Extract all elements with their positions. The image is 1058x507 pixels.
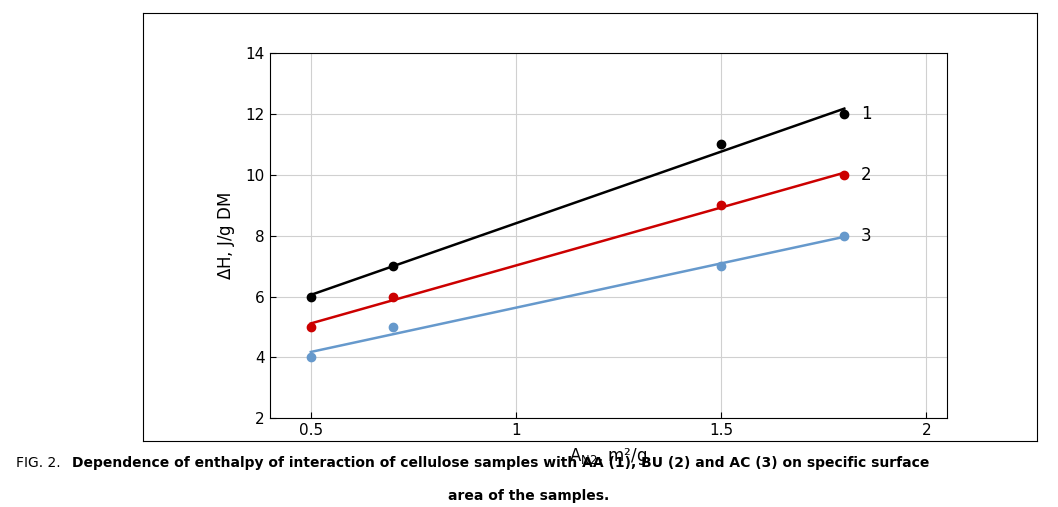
Text: area of the samples.: area of the samples. <box>449 489 609 503</box>
Text: FIG. 2.: FIG. 2. <box>16 456 65 470</box>
Text: Dependence of enthalpy of interaction of cellulose samples with AA (1), BU (2) a: Dependence of enthalpy of interaction of… <box>72 456 929 470</box>
Text: 2: 2 <box>861 166 872 184</box>
Text: 1: 1 <box>861 105 872 123</box>
X-axis label: A$_{\mathregular{N2}}$, m²/g: A$_{\mathregular{N2}}$, m²/g <box>569 447 647 467</box>
Text: 3: 3 <box>861 227 872 245</box>
Y-axis label: $\Delta$H, J/g DM: $\Delta$H, J/g DM <box>216 192 237 280</box>
